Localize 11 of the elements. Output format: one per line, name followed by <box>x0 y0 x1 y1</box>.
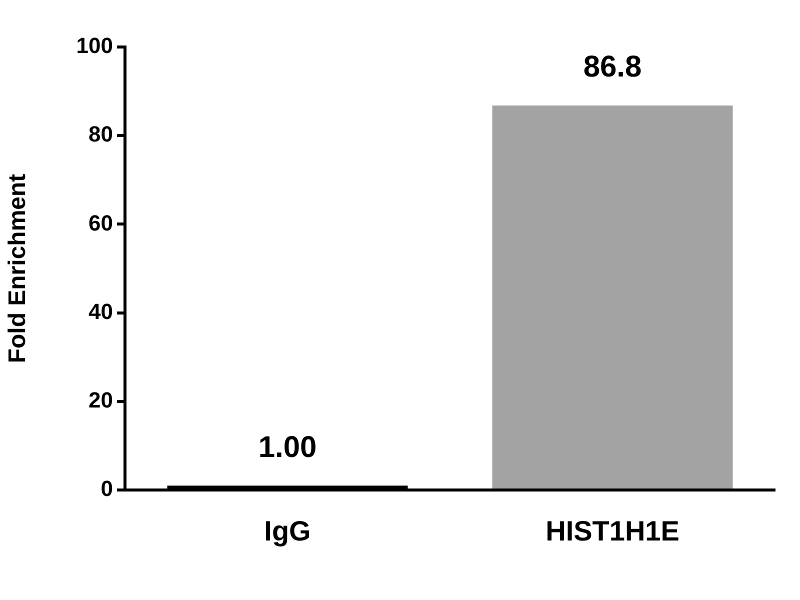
x-tick-label: HIST1H1E <box>546 516 680 547</box>
y-tick-label: 100 <box>76 33 113 58</box>
y-tick-label: 20 <box>88 387 113 412</box>
x-tick-label: IgG <box>264 516 311 547</box>
data-label: 1.00 <box>258 430 317 464</box>
y-tick-label: 0 <box>100 476 113 502</box>
y-axis-title: Fold Enrichment <box>4 174 32 364</box>
y-tick-label: 80 <box>88 122 113 147</box>
y-tick-label: 40 <box>88 298 113 324</box>
data-label: 86.8 <box>583 50 642 84</box>
y-tick-label: 60 <box>88 210 113 236</box>
